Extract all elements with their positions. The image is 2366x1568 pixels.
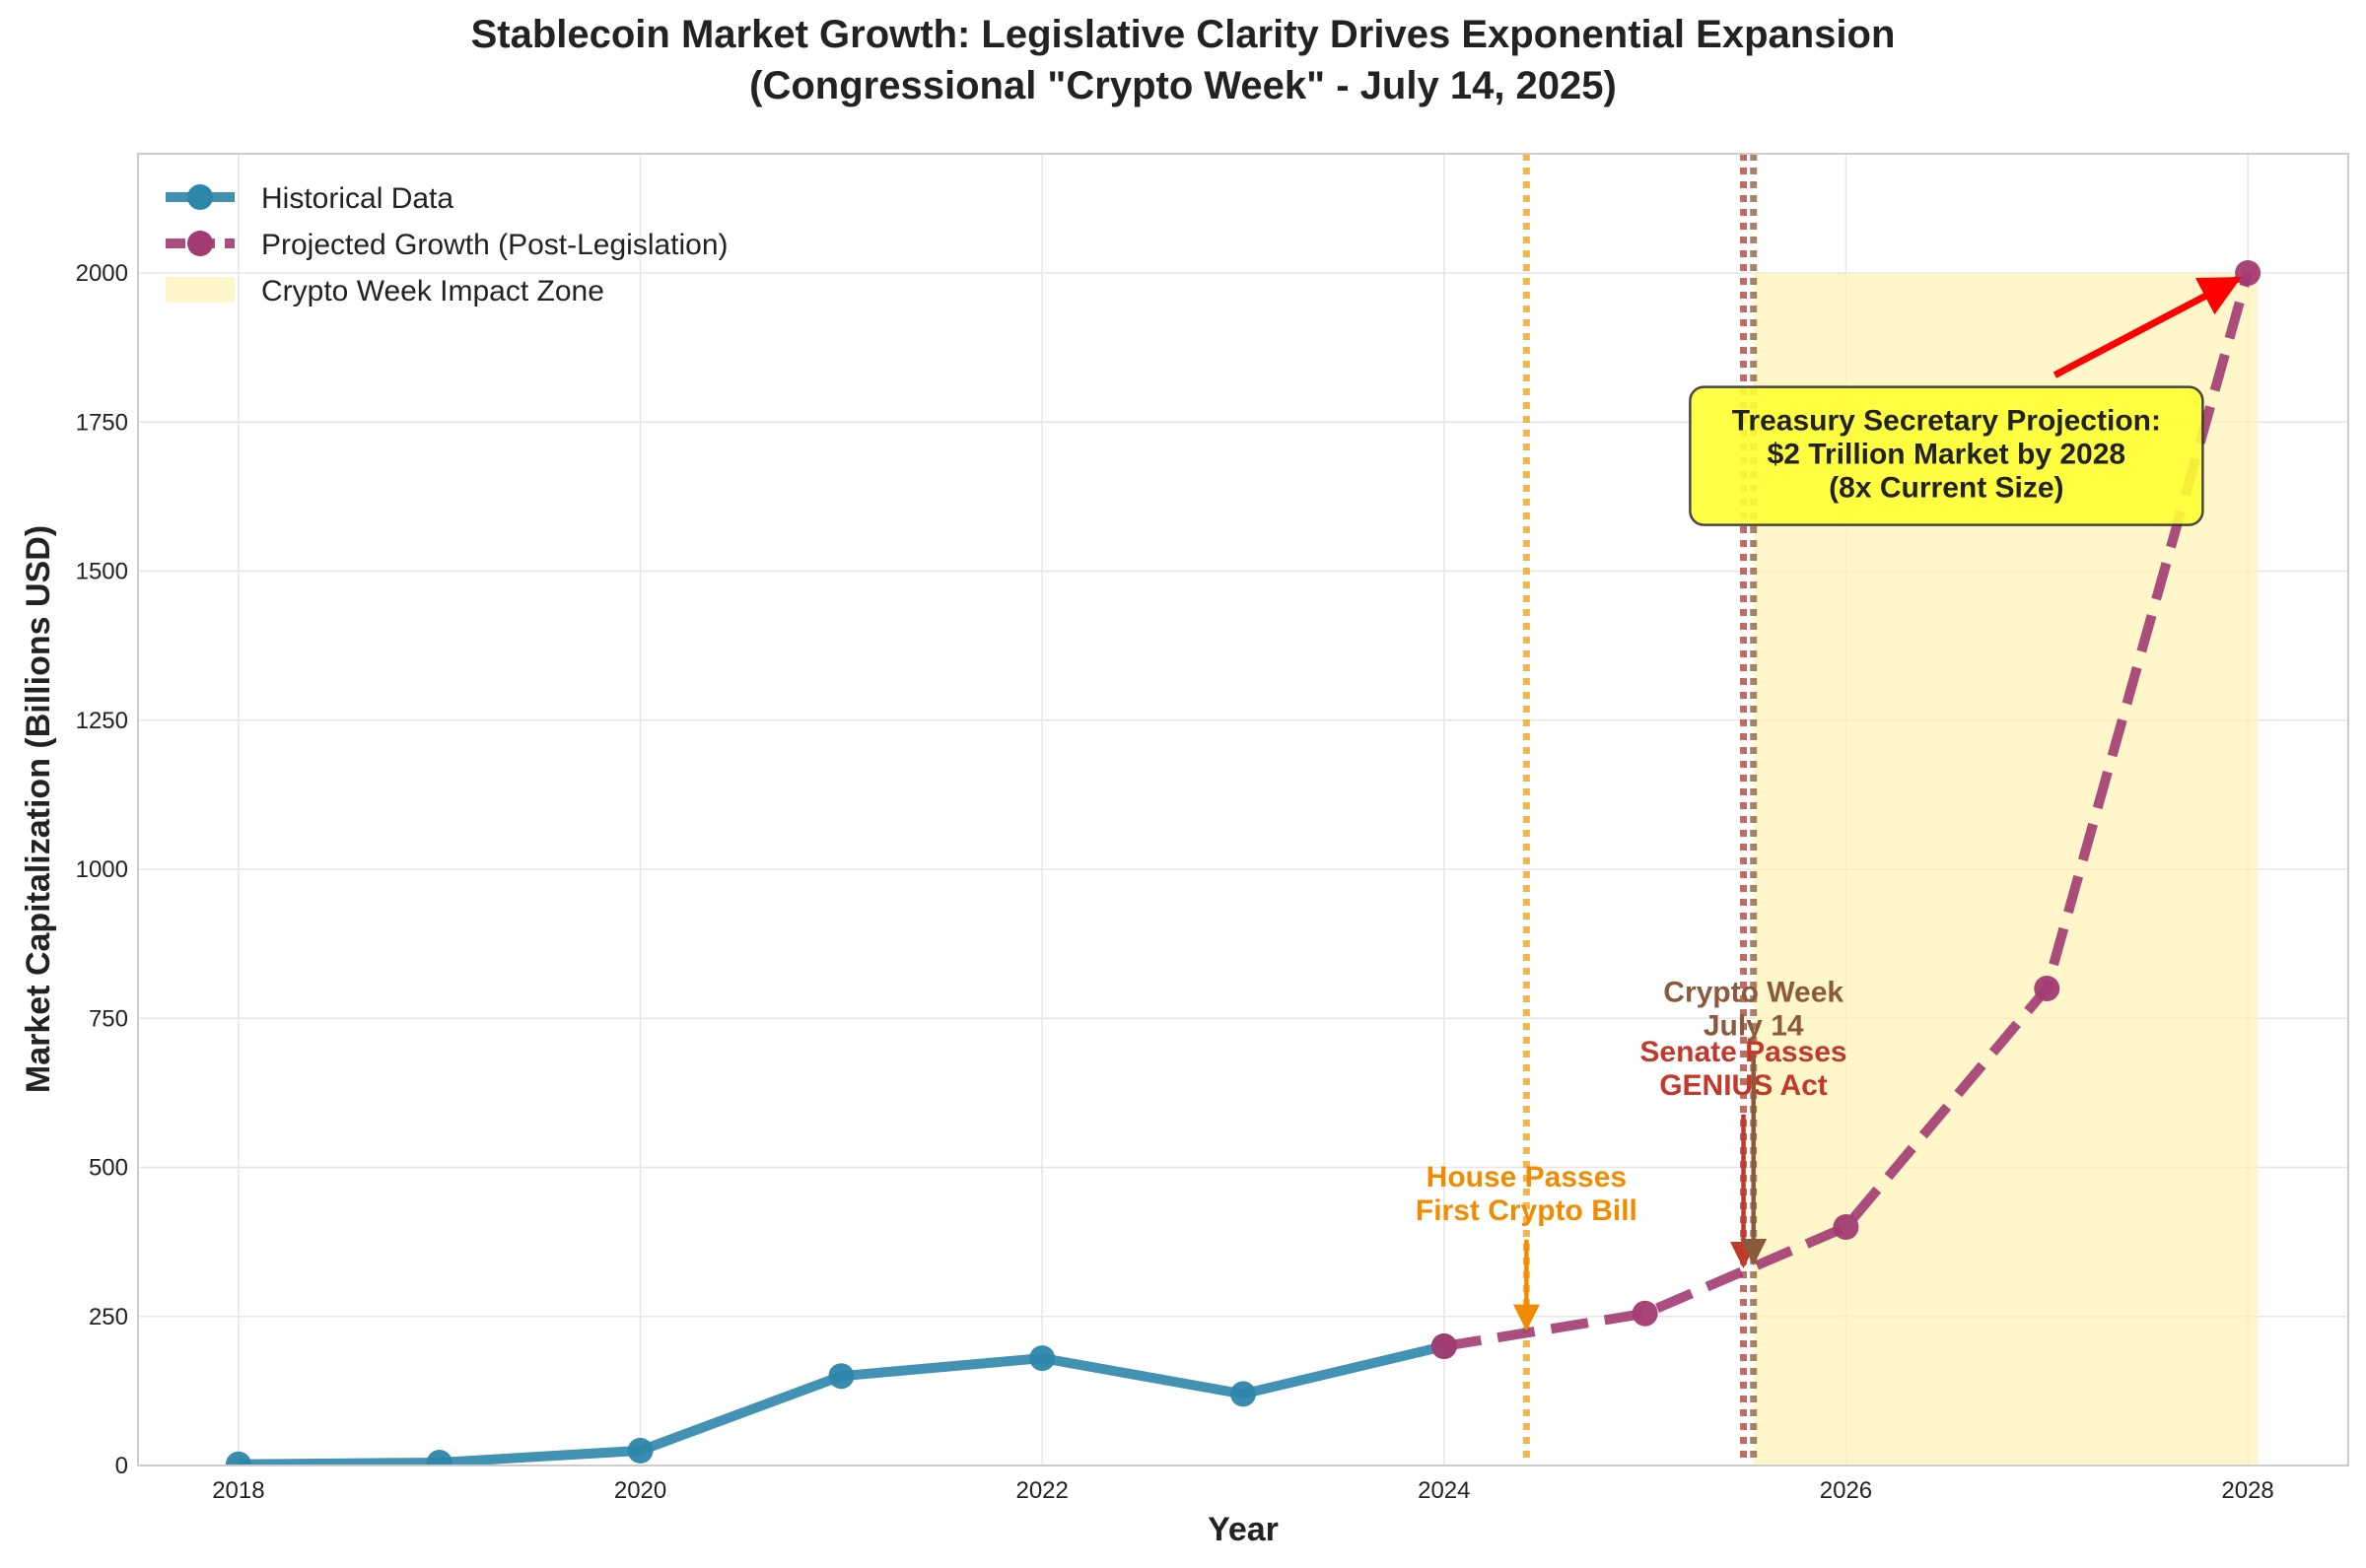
series-line-1 [1443,271,2253,1351]
legend-label: Crypto Week Impact Zone [261,275,604,307]
plot-frame [137,153,2349,1466]
data-point [225,1451,251,1466]
data-point [627,1437,654,1464]
y-tick-label: 2000 [76,260,128,287]
y-tick-label: 1500 [76,559,128,585]
annotation-text: Treasury Secretary Projection: [1732,405,2161,438]
annotation-text: Senate Passes [1639,1036,1846,1068]
chart-subtitle: (Congressional "Crypto Week" - July 14, … [749,64,1617,107]
annotation-text: July 14 [1704,1009,1804,1042]
legend-swatch-marker [187,231,213,256]
y-tick-label: 1250 [76,708,128,734]
chart-title: Stablecoin Market Growth: Legislative Cl… [471,13,1896,56]
legend: Historical Data Projected Growth (Post-Le… [166,182,729,307]
data-point [1833,1214,1859,1240]
legend-swatch-zone [166,277,235,303]
x-tick-label: 2022 [1015,1477,1068,1504]
y-tick-label: 250 [89,1304,128,1330]
data-point [1029,1345,1056,1372]
x-axis: 2018 2020 2022 2024 2026 2028 [212,1477,2274,1504]
x-tick-label: 2024 [1418,1477,1470,1504]
y-axis: 0 250 500 750 1000 1250 1500 1750 2000 [76,260,128,1479]
annotation-text: House Passes [1427,1161,1627,1193]
annotation-text: Crypto Week [1663,976,1844,1008]
y-tick-label: 1750 [76,409,128,436]
annotation-box [1689,385,2204,526]
data-point [426,1449,452,1466]
annotation-text: First Crypto Bill [1416,1194,1637,1227]
annotation-arrow [2053,275,2242,378]
annotation-text: $2 Trillion Market by 2028 [1768,439,2126,471]
y-tick-label: 1000 [76,856,128,883]
x-tick-label: 2028 [2221,1477,2273,1504]
annotation-text: (8x Current Size) [1829,472,2063,505]
event-lines-layer [1522,154,1758,1466]
legend-label: Projected Growth (Post-Legislation) [261,229,729,261]
annotation-text: GENIUS Act [1659,1069,1828,1102]
data-point [1632,1300,1658,1327]
x-axis-label: Year [1208,1511,1279,1548]
data-point [2034,976,2060,1001]
y-axis-label: Market Capitalization (Billions USD) [20,525,57,1093]
x-tick-label: 2026 [1820,1477,1872,1504]
legend-swatch-marker [187,184,213,210]
y-tick-label: 750 [89,1005,128,1032]
series-layer [225,260,2262,1466]
y-tick-label: 0 [115,1453,128,1479]
x-tick-label: 2018 [212,1477,264,1504]
data-point [828,1363,855,1390]
y-tick-label: 500 [89,1155,128,1182]
data-point [1230,1381,1256,1407]
x-tick-label: 2020 [614,1477,666,1504]
data-point [1430,1333,1457,1359]
legend-label: Historical Data [261,182,453,215]
